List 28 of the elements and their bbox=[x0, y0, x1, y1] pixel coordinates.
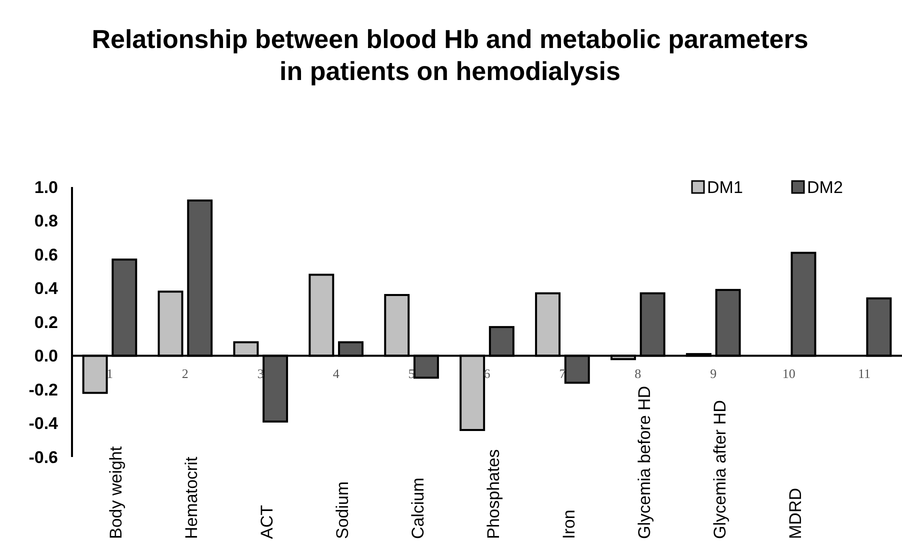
text: MDRD bbox=[786, 488, 805, 539]
x-tick-label: 4 bbox=[332, 366, 340, 381]
x-tick-label: 2 bbox=[182, 366, 188, 381]
x-tick-label: 9 bbox=[710, 366, 717, 381]
y-tick-label: -0.6 bbox=[28, 448, 58, 467]
text: ACT bbox=[258, 505, 277, 539]
y-tick-label: 0.2 bbox=[34, 312, 58, 332]
y-tick-label: 0.6 bbox=[34, 245, 58, 264]
text: Iron bbox=[559, 510, 578, 539]
annotation: Glycemia after HD bbox=[710, 400, 730, 539]
annotation: Glycemia before HD bbox=[634, 386, 654, 539]
legend-label: DM2 bbox=[807, 178, 843, 197]
text: Sodium bbox=[333, 481, 352, 539]
annotation: Hematocrit bbox=[182, 456, 202, 539]
annotation: Body weight bbox=[106, 446, 126, 539]
y-tick-label: -0.2 bbox=[28, 380, 58, 400]
legend-label: DM1 bbox=[707, 178, 743, 197]
x-tick-label: 8 bbox=[634, 366, 642, 381]
y-tick-label: 0.0 bbox=[34, 346, 58, 366]
y-tick-label: 0.8 bbox=[34, 212, 58, 231]
x-tick-label: 10 bbox=[782, 366, 796, 381]
y-tick-label: -0.4 bbox=[28, 414, 59, 434]
x-tick-label: 11 bbox=[858, 366, 871, 381]
chart-title: Relationship between blood Hb and metabolic parameters in patients on hemodialysis bbox=[92, 24, 808, 86]
text: Calcium bbox=[408, 478, 428, 539]
y-tick-label: 1.0 bbox=[34, 178, 58, 197]
y-tick-label: 0.4 bbox=[34, 279, 59, 298]
annotation: Phosphates bbox=[484, 449, 503, 539]
